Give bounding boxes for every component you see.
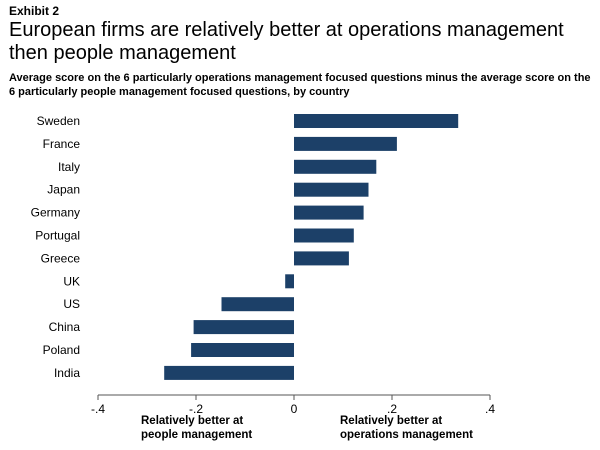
exhibit-label: Exhibit 2 bbox=[9, 4, 60, 18]
category-label-italy: Italy bbox=[58, 160, 80, 174]
bar-uk bbox=[285, 274, 294, 289]
x-tick-label: .2 bbox=[387, 402, 397, 416]
x-tick-label: -.4 bbox=[91, 402, 105, 416]
chart-title: European firms are relatively better at … bbox=[9, 19, 564, 64]
x-tick-label: .4 bbox=[485, 402, 495, 416]
bar-poland bbox=[191, 343, 294, 357]
annotation-positive-line-1: Relatively better at bbox=[340, 415, 442, 427]
category-label-sweden: Sweden bbox=[37, 114, 80, 128]
bar-india bbox=[164, 365, 294, 380]
bar-italy bbox=[294, 159, 377, 174]
category-label-us: US bbox=[63, 297, 80, 311]
bar-germany bbox=[294, 205, 364, 220]
annotation-positive-line-2: operations management bbox=[340, 429, 473, 441]
annotations-group: Relatively better at people management Rel… bbox=[141, 415, 473, 441]
category-label-uk: UK bbox=[63, 274, 80, 288]
chart-subtitle: Average score on the 6 particularly oper… bbox=[9, 72, 591, 98]
category-label-germany: Germany bbox=[31, 206, 80, 220]
bar-portugal bbox=[294, 228, 354, 243]
bar-france bbox=[294, 136, 397, 151]
category-label-china: China bbox=[49, 320, 81, 334]
bar-greece bbox=[294, 251, 349, 266]
x-tick-label: -.2 bbox=[189, 402, 203, 416]
bar-china bbox=[193, 320, 294, 335]
annotation-negative-line-1: Relatively better at bbox=[141, 415, 243, 427]
category-labels-group: Sweden France Italy Japan Germany Portugal Gre… bbox=[31, 114, 81, 380]
category-label-japan: Japan bbox=[47, 183, 80, 197]
bar-japan bbox=[294, 182, 369, 197]
category-label-india: India bbox=[54, 366, 80, 380]
bar-us bbox=[221, 297, 294, 312]
category-label-portugal: Portugal bbox=[35, 229, 80, 243]
bar-sweden bbox=[294, 114, 459, 128]
category-label-france: France bbox=[43, 137, 81, 151]
bars-group bbox=[164, 114, 459, 380]
x-axis-ticks-group: -.4 -.2 0 .2 .4 bbox=[91, 395, 495, 416]
annotation-negative-line-2: people management bbox=[141, 429, 252, 441]
category-label-poland: Poland bbox=[43, 343, 80, 357]
category-label-greece: Greece bbox=[41, 251, 81, 265]
x-tick-label: 0 bbox=[291, 402, 298, 416]
